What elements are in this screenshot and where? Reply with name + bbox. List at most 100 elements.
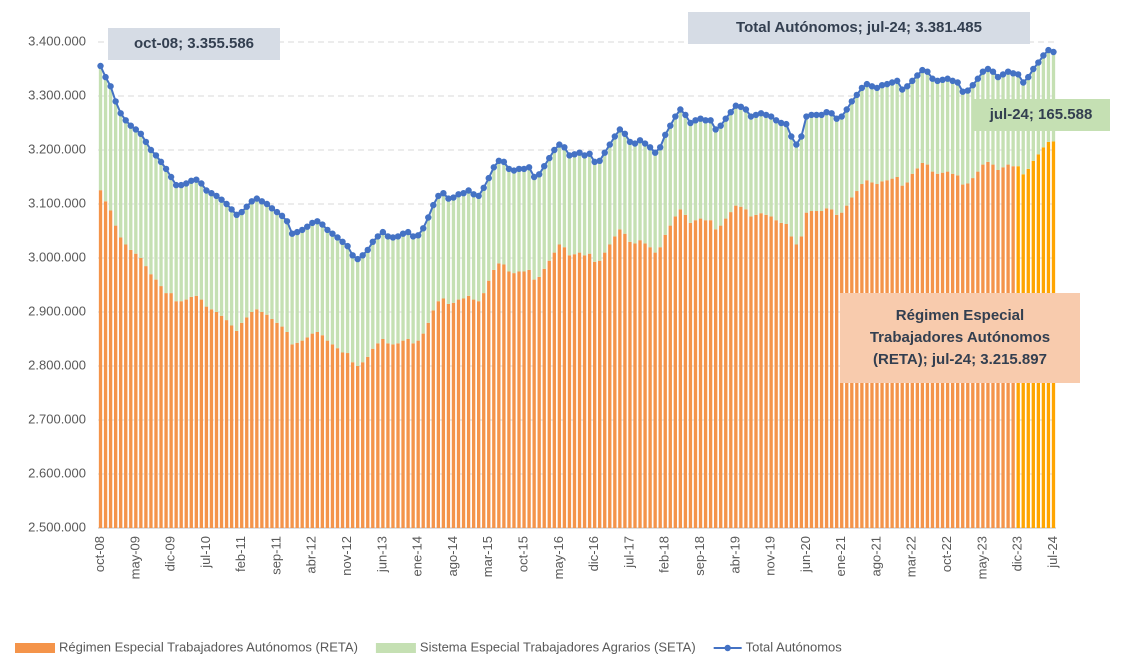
line-marker [1014, 71, 1022, 78]
line-marker [172, 181, 180, 189]
line-marker [631, 140, 639, 147]
bar [713, 129, 718, 230]
line-marker [556, 141, 563, 148]
data-label: Régimen Especial Trabajadores Autónomos … [840, 293, 1080, 383]
bar [446, 303, 451, 528]
bar [850, 101, 854, 198]
bar [431, 205, 435, 311]
line-marker [551, 146, 558, 154]
line-marker [218, 196, 225, 203]
x-tick-label: abr-12 [304, 536, 319, 574]
line-marker [525, 164, 533, 171]
bar [734, 105, 738, 206]
bar [361, 362, 365, 528]
y-tick-label: 2.800.000 [28, 357, 86, 372]
bar [598, 160, 602, 261]
line-marker [470, 191, 477, 198]
y-tick-label: 3.200.000 [28, 141, 86, 156]
line-marker [959, 88, 966, 95]
bar [295, 232, 299, 343]
bar [603, 152, 607, 253]
line-marker [616, 126, 624, 133]
bar [416, 235, 420, 341]
x-tick-label: ago-14 [445, 536, 460, 576]
bar [542, 166, 546, 269]
bar [784, 124, 788, 224]
bar [865, 84, 869, 181]
line-marker [813, 111, 820, 119]
line-marker [152, 152, 160, 159]
bar [724, 118, 728, 219]
line-marker [888, 79, 896, 86]
bar [487, 280, 491, 528]
bar [108, 210, 113, 529]
line-marker [177, 181, 185, 189]
line-marker [384, 233, 392, 240]
bar [381, 232, 385, 339]
bar [250, 201, 254, 312]
bar [174, 301, 178, 528]
bar [739, 206, 743, 528]
line-marker [480, 184, 487, 191]
x-tick-label: feb-18 [657, 536, 672, 573]
line-marker [334, 234, 341, 241]
line-marker [944, 75, 951, 82]
bar [623, 133, 627, 234]
line-marker [707, 117, 714, 124]
line-marker [324, 226, 331, 234]
line-marker [304, 223, 311, 230]
bar [391, 237, 395, 345]
line-marker [394, 233, 402, 240]
bar [169, 177, 173, 294]
line-marker [893, 77, 901, 85]
x-tick-label: oct-15 [515, 536, 530, 572]
line-marker [717, 122, 724, 129]
bar [799, 136, 804, 237]
bar [426, 322, 430, 528]
bar [406, 232, 410, 339]
line-marker [465, 187, 472, 194]
line-marker [278, 212, 286, 220]
bar [734, 205, 738, 528]
data-label: Total Autónomos; jul-24; 3.381.485 [688, 12, 1030, 44]
line-marker [934, 77, 941, 85]
line-marker [994, 73, 1002, 81]
x-tick-label: jul-10 [198, 536, 213, 569]
bar [744, 209, 748, 528]
bar [784, 223, 788, 529]
line-marker [924, 68, 931, 75]
line-marker [349, 252, 356, 259]
bar [396, 236, 400, 344]
line-marker [369, 238, 376, 245]
line-marker [591, 158, 598, 166]
line-marker [268, 205, 276, 212]
bar [562, 247, 567, 528]
bar [320, 335, 325, 528]
bar [285, 331, 289, 528]
bar [860, 87, 864, 185]
bar [189, 296, 193, 528]
bar [971, 85, 975, 179]
bar [638, 240, 642, 528]
line-marker [505, 165, 513, 173]
bar [542, 268, 546, 528]
x-tick-label: jul-24 [1045, 536, 1060, 569]
bar [139, 258, 143, 528]
bar [789, 136, 793, 237]
line-marker [656, 144, 664, 151]
bar [819, 211, 824, 528]
bar [98, 65, 103, 191]
bar [492, 269, 496, 528]
line-marker [909, 77, 916, 85]
x-tick-label: jun-20 [798, 536, 813, 573]
x-tick-label: jun-13 [374, 536, 389, 573]
bar [124, 244, 128, 528]
bar [386, 343, 390, 528]
bar [401, 340, 405, 528]
line-marker [414, 232, 422, 239]
bar [608, 244, 612, 528]
bar [482, 293, 486, 528]
bar [693, 120, 698, 221]
bar [592, 261, 597, 528]
bar [300, 229, 304, 341]
